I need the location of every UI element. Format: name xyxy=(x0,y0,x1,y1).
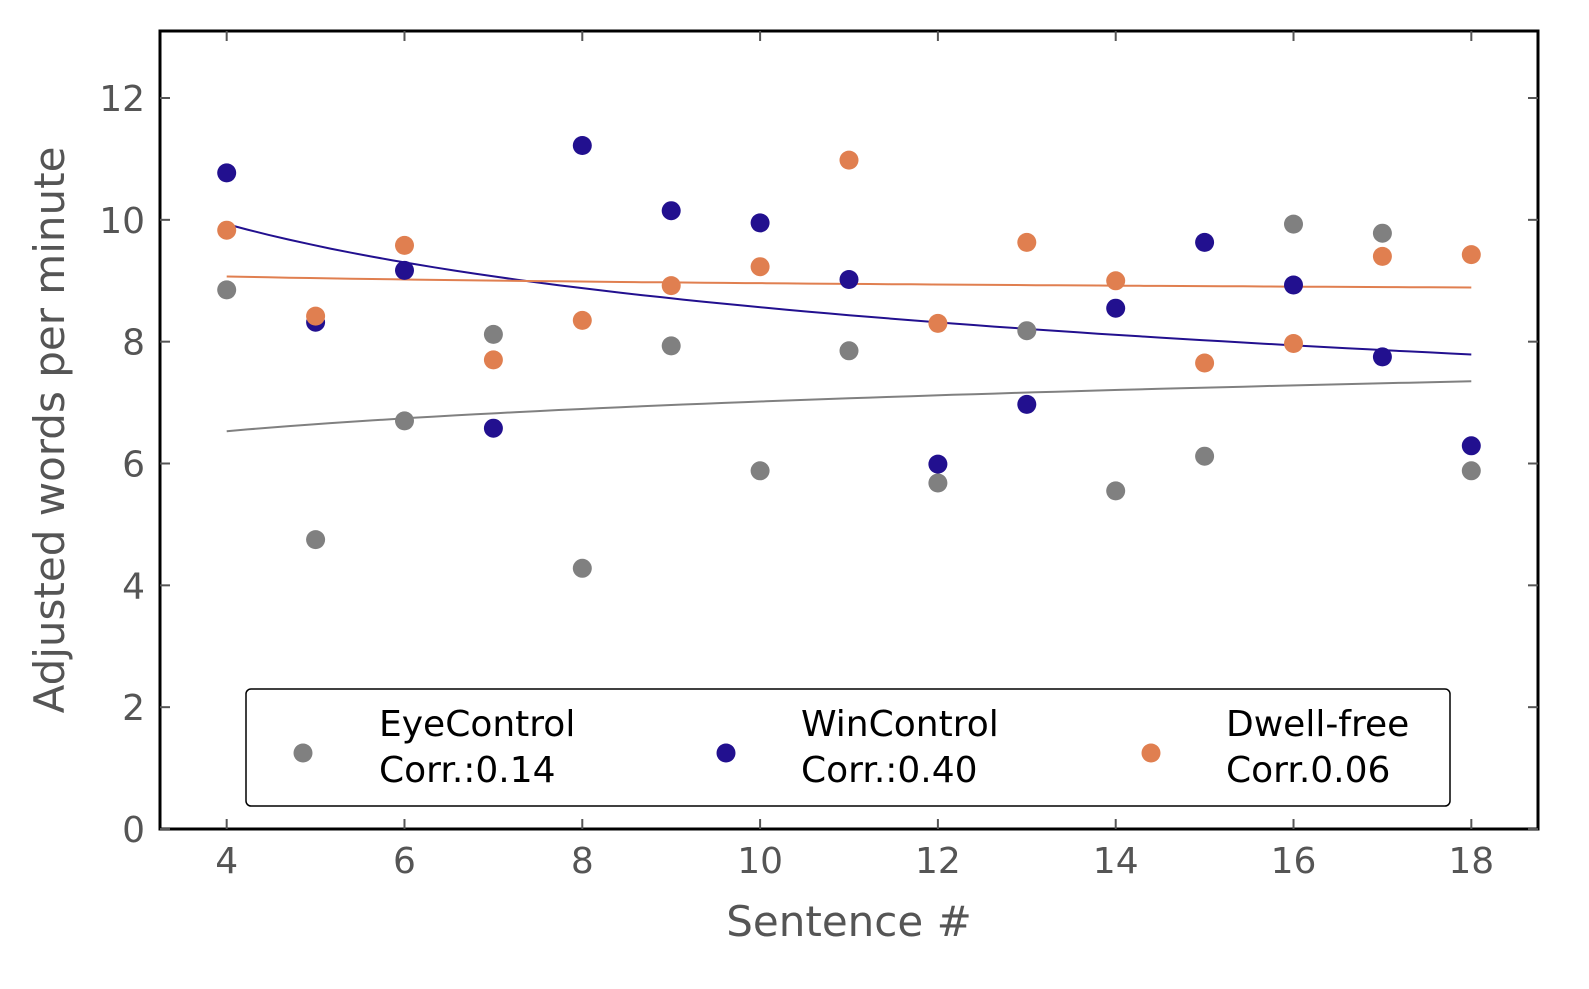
point-eyecontrol xyxy=(1461,461,1481,481)
point-eyecontrol xyxy=(1106,481,1126,501)
point-wincontrol xyxy=(395,260,414,280)
legend: EyeControl Corr.:0.14 WinControl Corr.:0… xyxy=(245,688,1451,807)
axis-ticks: 4 6 8 10 12 14 16 18 0 2 4 6 8 10 12 xyxy=(99,31,1538,882)
point-dwell-free xyxy=(572,310,592,330)
point-eyecontrol xyxy=(572,558,592,578)
y-tick-label: 12 xyxy=(99,79,145,120)
point-dwell-free xyxy=(1106,271,1126,291)
point-eyecontrol xyxy=(1017,321,1037,341)
x-axis-label: Sentence # xyxy=(726,897,972,946)
legend-corr-eyecontrol: Corr.:0.14 xyxy=(379,750,556,791)
x-tick-label: 14 xyxy=(1093,841,1139,882)
point-eyecontrol xyxy=(306,530,326,550)
y-tick-label: 0 xyxy=(122,810,145,851)
point-eyecontrol xyxy=(483,324,503,344)
y-tick-label: 6 xyxy=(122,445,145,486)
point-eyecontrol xyxy=(928,473,948,493)
point-wincontrol xyxy=(1372,347,1392,367)
legend-marker-wincontrol xyxy=(716,743,736,763)
x-tick-label: 8 xyxy=(571,841,594,882)
point-wincontrol xyxy=(217,163,237,183)
point-wincontrol xyxy=(1284,275,1303,295)
point-eyecontrol xyxy=(839,341,859,361)
point-dwell-free xyxy=(839,150,859,170)
x-tick-label: 16 xyxy=(1271,841,1317,882)
legend-corr-dwell-free: Corr.0.06 xyxy=(1226,750,1390,791)
point-wincontrol xyxy=(1461,436,1481,456)
point-dwell-free xyxy=(1195,353,1215,373)
point-eyecontrol xyxy=(1372,223,1392,243)
legend-label-wincontrol: WinControl xyxy=(801,704,999,745)
point-eyecontrol xyxy=(1195,446,1215,466)
y-tick-label: 10 xyxy=(99,201,145,242)
x-tick-label: 10 xyxy=(737,841,783,882)
legend-marker-dwell-free xyxy=(1141,743,1161,763)
point-eyecontrol xyxy=(661,336,681,356)
legend-marker-eyecontrol xyxy=(293,743,313,763)
legend-corr-wincontrol: Corr.:0.40 xyxy=(801,750,978,791)
y-axis-label: Adjusted words per minute xyxy=(25,147,74,714)
x-tick-label: 18 xyxy=(1448,841,1494,882)
legend-label-dwell-free: Dwell-free xyxy=(1226,704,1409,745)
trend-line-wincontrol xyxy=(226,223,1472,356)
point-wincontrol xyxy=(661,201,681,221)
point-eyecontrol xyxy=(395,411,414,431)
point-eyecontrol xyxy=(1284,214,1303,234)
x-tick-label: 6 xyxy=(393,841,416,882)
point-dwell-free xyxy=(1284,334,1303,353)
point-dwell-free xyxy=(661,276,681,296)
plot-frame xyxy=(158,29,1540,831)
point-dwell-free xyxy=(217,220,237,240)
point-dwell-free xyxy=(483,350,503,370)
plot-marks xyxy=(217,136,1481,578)
y-tick-label: 8 xyxy=(122,323,145,364)
point-wincontrol xyxy=(572,136,592,155)
point-dwell-free xyxy=(928,313,948,333)
point-dwell-free xyxy=(1461,245,1481,265)
point-eyecontrol xyxy=(750,461,770,481)
point-dwell-free xyxy=(1017,232,1037,252)
point-wincontrol xyxy=(839,270,859,289)
point-dwell-free xyxy=(750,257,770,277)
point-wincontrol xyxy=(750,213,770,233)
point-wincontrol xyxy=(1106,298,1126,318)
point-wincontrol xyxy=(1017,394,1037,414)
legend-box xyxy=(245,688,1451,807)
point-wincontrol xyxy=(483,418,503,438)
point-dwell-free xyxy=(306,306,326,326)
point-wincontrol xyxy=(1195,232,1215,252)
point-dwell-free xyxy=(395,235,414,255)
y-tick-label: 4 xyxy=(122,566,145,607)
y-tick-label: 2 xyxy=(122,688,145,729)
point-wincontrol xyxy=(928,454,948,474)
x-tick-label: 4 xyxy=(215,841,238,882)
point-eyecontrol xyxy=(217,280,237,300)
legend-label-eyecontrol: EyeControl xyxy=(379,704,575,745)
point-dwell-free xyxy=(1372,246,1392,266)
trend-line-eyecontrol xyxy=(226,380,1472,433)
x-tick-label: 12 xyxy=(915,841,961,882)
